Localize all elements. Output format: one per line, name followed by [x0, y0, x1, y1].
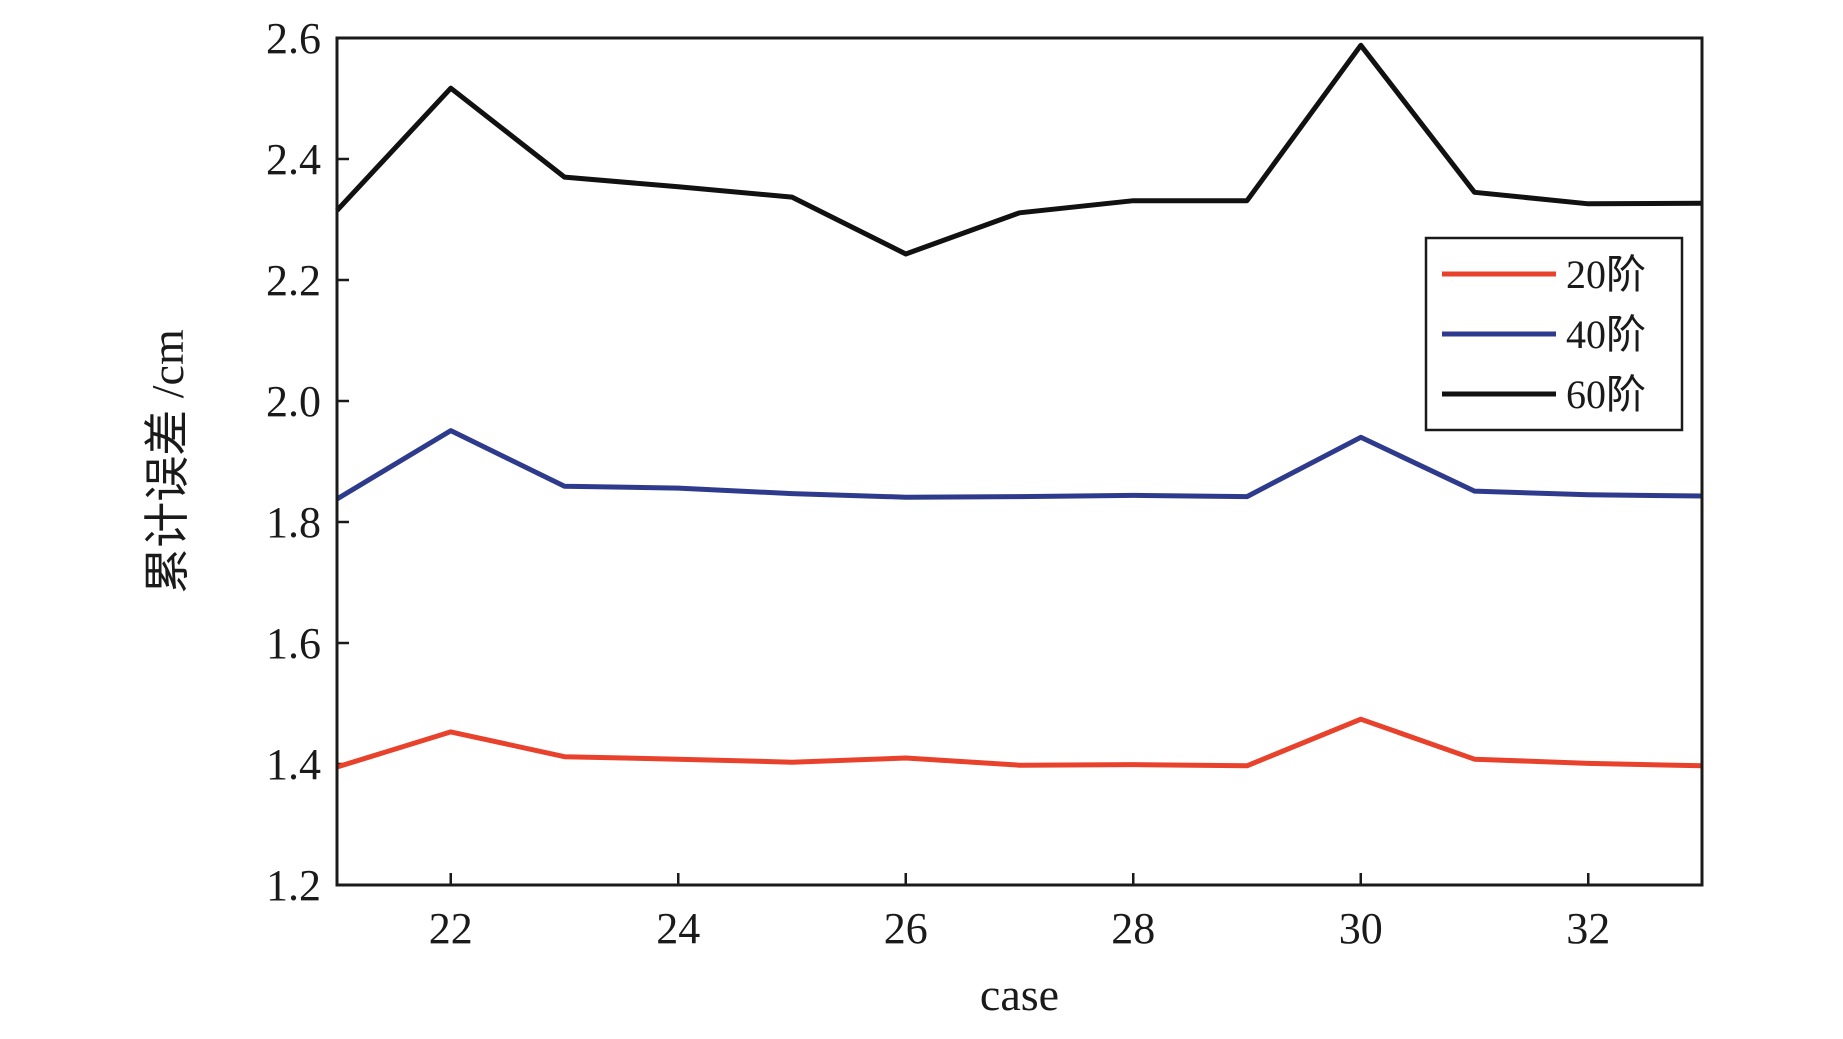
y-axis-label: 累计误差 /cm [142, 329, 193, 594]
x-tick-label: 22 [429, 904, 473, 953]
y-tick-label: 2.2 [266, 256, 321, 305]
y-tick-label: 1.8 [266, 498, 321, 547]
series-lines [335, 42, 1703, 770]
series-line-2 [335, 42, 1703, 257]
y-tick-label: 1.2 [266, 861, 321, 910]
x-tick-label: 28 [1111, 904, 1155, 953]
series-line-0 [336, 716, 1703, 770]
y-tick-label: 2.4 [266, 135, 321, 184]
plot-frame [335, 36, 1704, 887]
legend-label-0: 20阶 [1566, 252, 1646, 297]
legend-label-2: 60阶 [1566, 372, 1646, 417]
y-tick-label: 1.6 [266, 619, 321, 668]
x-tick-label: 26 [884, 904, 928, 953]
x-tick-label: 32 [1566, 904, 1610, 953]
series-line-1 [335, 428, 1703, 502]
y-tick-label: 1.4 [266, 740, 321, 789]
x-tick-label: 30 [1339, 904, 1383, 953]
legend: 20阶 40阶 60阶 [1424, 236, 1684, 432]
x-axis-ticks: 22 24 26 28 30 32 [429, 873, 1610, 953]
x-axis-label: case [980, 969, 1059, 1020]
y-tick-label: 2.6 [266, 14, 321, 63]
legend-label-1: 40阶 [1566, 312, 1646, 357]
x-tick-label: 24 [656, 904, 700, 953]
y-axis-ticks: 1.2 1.4 1.6 1.8 2.0 2.2 2.4 2.6 [266, 14, 349, 910]
y-tick-label: 2.0 [266, 377, 321, 426]
